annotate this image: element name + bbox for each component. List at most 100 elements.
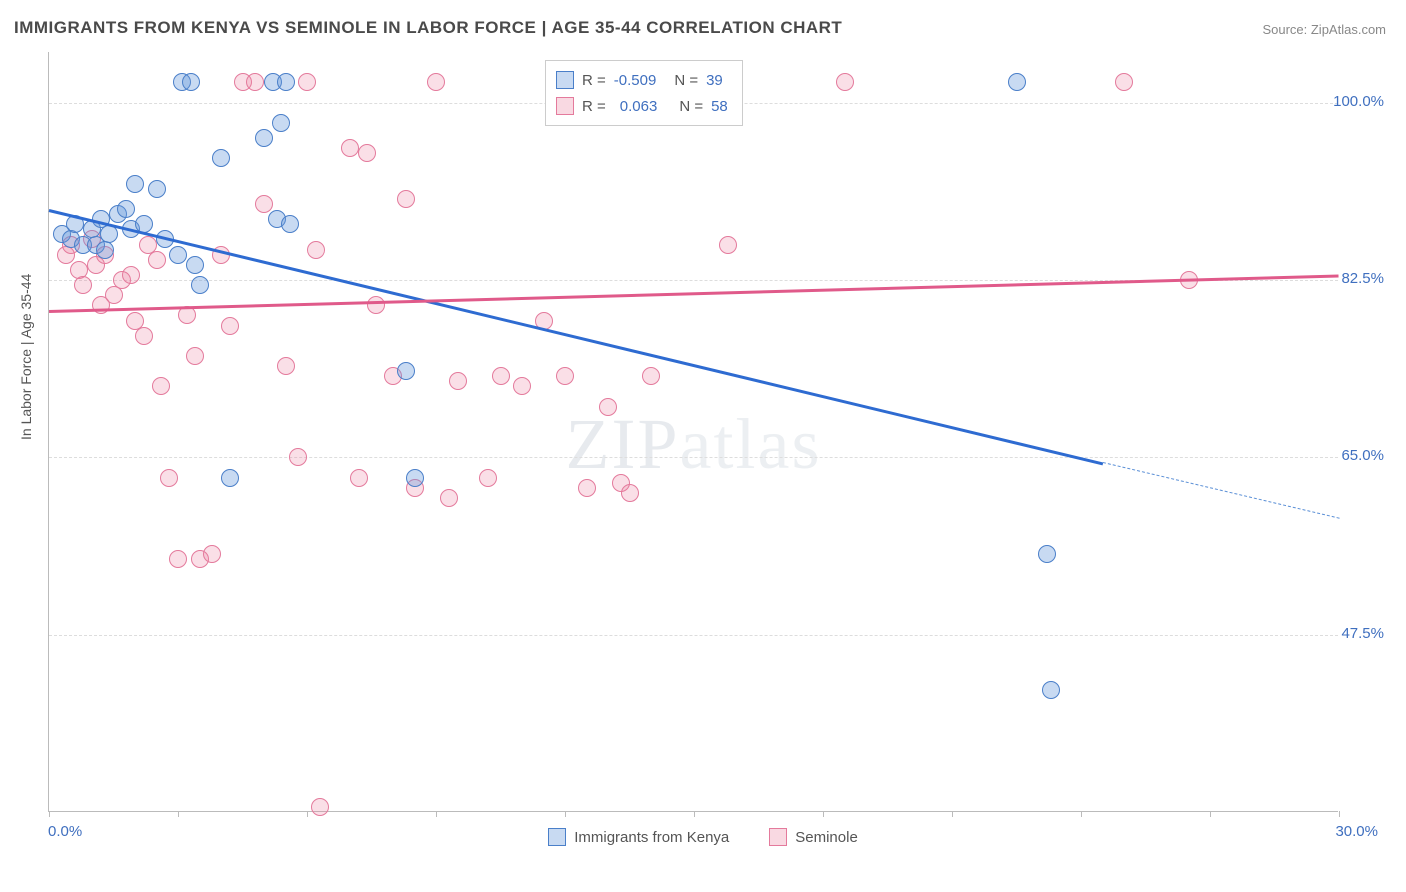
scatter-point-pink xyxy=(122,266,140,284)
x-tick xyxy=(694,811,695,817)
x-tick xyxy=(1081,811,1082,817)
watermark-bold: ZIP xyxy=(566,403,680,483)
x-tick xyxy=(178,811,179,817)
legend-r-blue: -0.509 xyxy=(614,72,657,89)
scatter-point-pink xyxy=(556,367,574,385)
scatter-point-pink xyxy=(492,367,510,385)
legend-n-pink: 58 xyxy=(711,98,728,115)
y-axis-label: In Labor Force | Age 35-44 xyxy=(18,274,34,440)
x-tick xyxy=(952,811,953,817)
y-tick-label: 65.0% xyxy=(1314,447,1384,464)
scatter-point-pink xyxy=(289,448,307,466)
scatter-point-pink xyxy=(513,377,531,395)
scatter-point-pink xyxy=(307,241,325,259)
scatter-point-blue xyxy=(169,246,187,264)
x-tick xyxy=(49,811,50,817)
y-tick-label: 82.5% xyxy=(1314,270,1384,287)
scatter-point-blue xyxy=(281,215,299,233)
plot-area: ZIPatlas xyxy=(48,52,1338,812)
legend-swatch-pink xyxy=(769,828,787,846)
scatter-point-blue xyxy=(148,180,166,198)
scatter-point-blue xyxy=(255,129,273,147)
regression-line xyxy=(49,209,1103,465)
scatter-point-pink xyxy=(1115,73,1133,91)
legend-r-pink: 0.063 xyxy=(620,98,658,115)
x-tick xyxy=(1339,811,1340,817)
scatter-point-pink xyxy=(479,469,497,487)
scatter-point-pink xyxy=(135,327,153,345)
scatter-point-pink xyxy=(578,479,596,497)
scatter-point-pink xyxy=(341,139,359,157)
scatter-point-blue xyxy=(96,241,114,259)
x-tick xyxy=(1210,811,1211,817)
scatter-point-blue xyxy=(1038,545,1056,563)
scatter-point-blue xyxy=(1008,73,1026,91)
scatter-point-pink xyxy=(246,73,264,91)
scatter-point-pink xyxy=(358,144,376,162)
scatter-point-pink xyxy=(836,73,854,91)
scatter-point-blue xyxy=(277,73,295,91)
x-tick xyxy=(307,811,308,817)
scatter-point-pink xyxy=(148,251,166,269)
legend-row-blue: R = -0.509 N = 39 xyxy=(556,67,728,93)
legend-n-blue: 39 xyxy=(706,72,723,89)
scatter-point-pink xyxy=(169,550,187,568)
scatter-point-blue xyxy=(191,276,209,294)
scatter-point-blue xyxy=(272,114,290,132)
x-tick xyxy=(823,811,824,817)
scatter-point-pink xyxy=(621,484,639,502)
scatter-point-pink xyxy=(642,367,660,385)
series-legend: Immigrants from Kenya Seminole xyxy=(0,828,1406,846)
correlation-legend: R = -0.509 N = 39 R = 0.063 N = 58 xyxy=(545,60,743,126)
scatter-point-blue xyxy=(100,225,118,243)
scatter-point-blue xyxy=(212,149,230,167)
scatter-point-pink xyxy=(74,276,92,294)
scatter-point-pink xyxy=(160,469,178,487)
scatter-point-blue xyxy=(186,256,204,274)
scatter-point-pink xyxy=(599,398,617,416)
chart-title: IMMIGRANTS FROM KENYA VS SEMINOLE IN LAB… xyxy=(14,18,842,38)
scatter-point-pink xyxy=(178,306,196,324)
scatter-point-blue xyxy=(182,73,200,91)
correlation-chart: IMMIGRANTS FROM KENYA VS SEMINOLE IN LAB… xyxy=(0,0,1406,892)
scatter-point-pink xyxy=(255,195,273,213)
legend-n-label: N = xyxy=(674,72,698,89)
x-tick xyxy=(436,811,437,817)
scatter-point-pink xyxy=(203,545,221,563)
x-tick-min: 0.0% xyxy=(48,823,82,840)
legend-label-pink: Seminole xyxy=(795,829,858,846)
x-tick-max: 30.0% xyxy=(1335,823,1378,840)
scatter-point-pink xyxy=(277,357,295,375)
x-tick xyxy=(565,811,566,817)
scatter-point-pink xyxy=(298,73,316,91)
scatter-point-blue xyxy=(406,469,424,487)
grid-line xyxy=(49,635,1338,636)
legend-swatch-pink xyxy=(556,97,574,115)
legend-r-label: R = xyxy=(582,72,606,89)
scatter-point-pink xyxy=(440,489,458,507)
y-tick-label: 47.5% xyxy=(1314,625,1384,642)
scatter-point-blue xyxy=(221,469,239,487)
legend-swatch-blue xyxy=(556,71,574,89)
scatter-point-pink xyxy=(367,296,385,314)
scatter-point-pink xyxy=(350,469,368,487)
grid-line xyxy=(49,457,1338,458)
watermark-thin: atlas xyxy=(680,403,822,483)
legend-r-label: R = xyxy=(582,98,606,115)
scatter-point-pink xyxy=(449,372,467,390)
scatter-point-pink xyxy=(427,73,445,91)
scatter-point-pink xyxy=(719,236,737,254)
y-tick-label: 100.0% xyxy=(1314,93,1384,110)
regression-line-dashed xyxy=(1102,462,1339,519)
scatter-point-pink xyxy=(221,317,239,335)
legend-swatch-blue xyxy=(548,828,566,846)
scatter-point-blue xyxy=(397,362,415,380)
scatter-point-pink xyxy=(186,347,204,365)
legend-row-pink: R = 0.063 N = 58 xyxy=(556,93,728,119)
scatter-point-blue xyxy=(126,175,144,193)
scatter-point-pink xyxy=(152,377,170,395)
chart-source: Source: ZipAtlas.com xyxy=(1262,22,1386,37)
scatter-point-blue xyxy=(1042,681,1060,699)
legend-n-label: N = xyxy=(679,98,703,115)
scatter-point-pink xyxy=(397,190,415,208)
